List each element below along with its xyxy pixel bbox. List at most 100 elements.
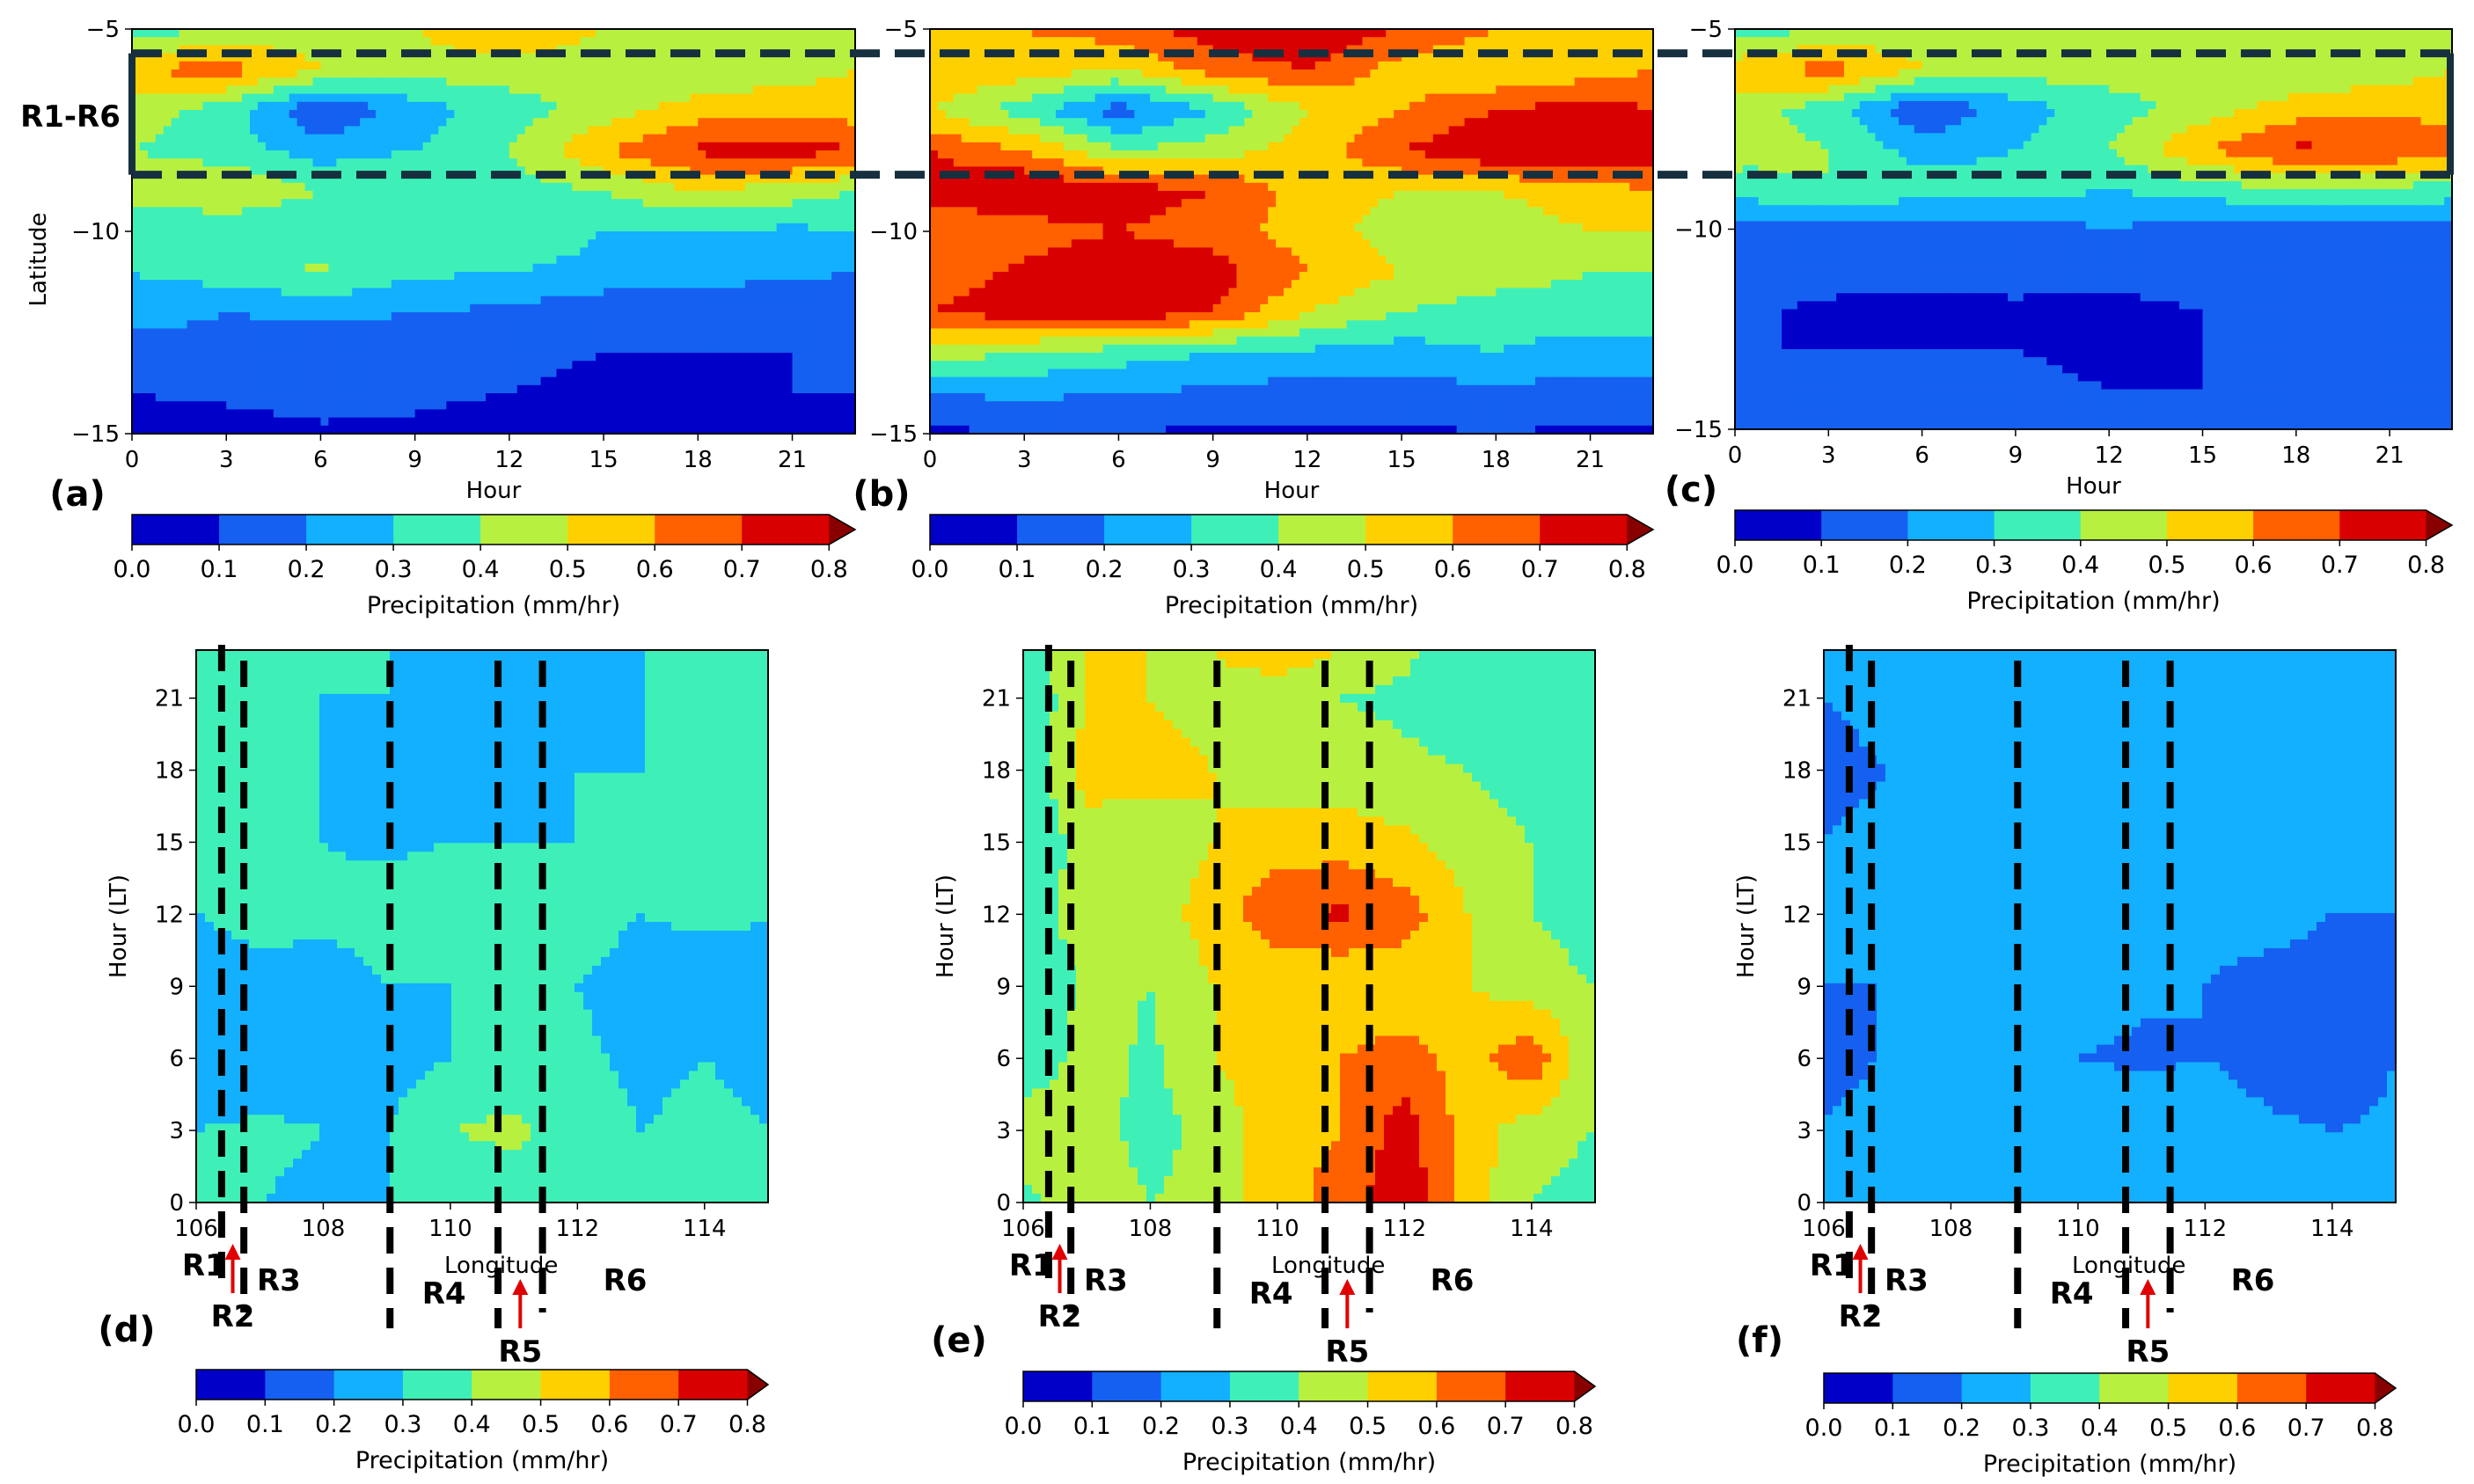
contour-cell bbox=[690, 393, 699, 402]
contour-cell bbox=[808, 255, 816, 265]
contour-cell bbox=[139, 376, 149, 386]
contour-cell bbox=[650, 353, 660, 362]
contour-cell bbox=[776, 320, 786, 329]
contour-cell bbox=[556, 207, 566, 216]
y-axis-label: Latitude bbox=[26, 212, 52, 306]
contour-cell bbox=[422, 320, 432, 329]
contour-cell bbox=[698, 182, 706, 192]
contour-cell bbox=[446, 37, 455, 46]
contour-cell bbox=[265, 61, 274, 70]
contour-cell bbox=[1598, 29, 1607, 38]
contour-cell bbox=[194, 37, 204, 46]
contour-cell bbox=[360, 288, 369, 297]
contour-cell bbox=[776, 150, 786, 159]
contour-cell bbox=[1566, 53, 1576, 62]
contour-cell bbox=[250, 85, 259, 95]
contour-cell bbox=[572, 280, 581, 289]
contour-cell bbox=[494, 182, 502, 192]
contour-cell bbox=[226, 101, 235, 111]
contour-cell bbox=[1519, 37, 1528, 46]
contour-cell bbox=[721, 263, 730, 273]
contour-cell bbox=[816, 85, 824, 95]
contour-cell bbox=[328, 361, 337, 369]
contour-cell bbox=[626, 174, 636, 184]
contour-cell bbox=[344, 263, 353, 273]
contour-cell bbox=[147, 288, 157, 297]
contour-cell bbox=[650, 376, 660, 386]
contour-cell bbox=[422, 191, 432, 200]
contour-cell bbox=[650, 231, 660, 240]
contour-cell bbox=[642, 158, 652, 167]
contour-cell bbox=[930, 37, 939, 46]
contour-cell bbox=[564, 247, 573, 257]
contour-cell bbox=[752, 417, 762, 427]
contour-cell bbox=[847, 29, 856, 38]
contour-cell bbox=[250, 45, 259, 55]
contour-cell bbox=[147, 85, 157, 95]
contour-cell bbox=[187, 69, 196, 78]
contour-cell bbox=[336, 93, 345, 103]
contour-cell bbox=[524, 280, 534, 289]
contour-cell bbox=[658, 344, 668, 354]
contour-cell bbox=[486, 134, 494, 143]
contour-cell bbox=[760, 93, 770, 103]
contour-cell bbox=[360, 199, 369, 208]
contour-cell bbox=[792, 280, 801, 289]
contour-cell bbox=[784, 77, 794, 86]
contour-cell bbox=[556, 142, 566, 151]
contour-cell bbox=[1134, 37, 1143, 46]
contour-cell bbox=[501, 417, 510, 427]
contour-cell bbox=[776, 77, 786, 86]
contour-cell bbox=[540, 85, 550, 95]
contour-cell bbox=[187, 126, 196, 135]
contour-cell bbox=[604, 29, 612, 38]
contour-cell bbox=[816, 320, 824, 329]
contour-cell bbox=[698, 37, 706, 46]
contour-cell bbox=[462, 401, 471, 410]
contour-cell bbox=[666, 231, 676, 240]
contour-cell bbox=[406, 207, 416, 216]
contour-cell bbox=[847, 247, 856, 257]
contour-cell bbox=[344, 134, 353, 143]
contour-cell bbox=[532, 303, 542, 313]
contour-cell bbox=[210, 417, 219, 427]
contour-cell bbox=[634, 231, 644, 240]
contour-cell bbox=[242, 118, 251, 127]
contour-cell bbox=[344, 191, 353, 200]
contour-cell bbox=[1424, 53, 1434, 62]
contour-cell bbox=[823, 353, 832, 362]
contour-cell bbox=[800, 93, 809, 103]
contour-cell bbox=[847, 417, 856, 427]
contour-cell bbox=[486, 312, 494, 321]
contour-cell bbox=[179, 344, 188, 354]
contour-cell bbox=[580, 215, 589, 224]
contour-cell bbox=[744, 134, 754, 143]
contour-cell bbox=[163, 328, 172, 338]
contour-cell bbox=[501, 53, 510, 62]
contour-cell bbox=[171, 191, 180, 200]
contour-cell bbox=[242, 85, 251, 95]
contour-cell bbox=[132, 393, 141, 402]
contour-cell bbox=[234, 191, 243, 200]
contour-cell bbox=[816, 255, 824, 265]
contour-cell bbox=[1488, 29, 1497, 38]
contour-cell bbox=[171, 37, 180, 46]
contour-cell bbox=[642, 361, 652, 369]
contour-cell bbox=[289, 110, 298, 119]
contour-cell bbox=[368, 312, 377, 321]
contour-cell bbox=[596, 207, 604, 216]
contour-cell bbox=[969, 37, 978, 46]
contour-cell bbox=[273, 53, 282, 62]
contour-cell bbox=[478, 118, 487, 127]
contour-cell bbox=[360, 409, 369, 419]
contour-cell bbox=[580, 384, 589, 394]
contour-cell bbox=[650, 215, 660, 224]
contour-cell bbox=[752, 425, 762, 435]
contour-cell bbox=[776, 344, 786, 354]
contour-cell bbox=[139, 384, 149, 394]
contour-cell bbox=[540, 93, 550, 103]
contour-cell bbox=[736, 174, 746, 184]
contour-cell bbox=[618, 118, 628, 127]
contour-cell bbox=[296, 280, 306, 289]
contour-cell bbox=[171, 247, 180, 257]
